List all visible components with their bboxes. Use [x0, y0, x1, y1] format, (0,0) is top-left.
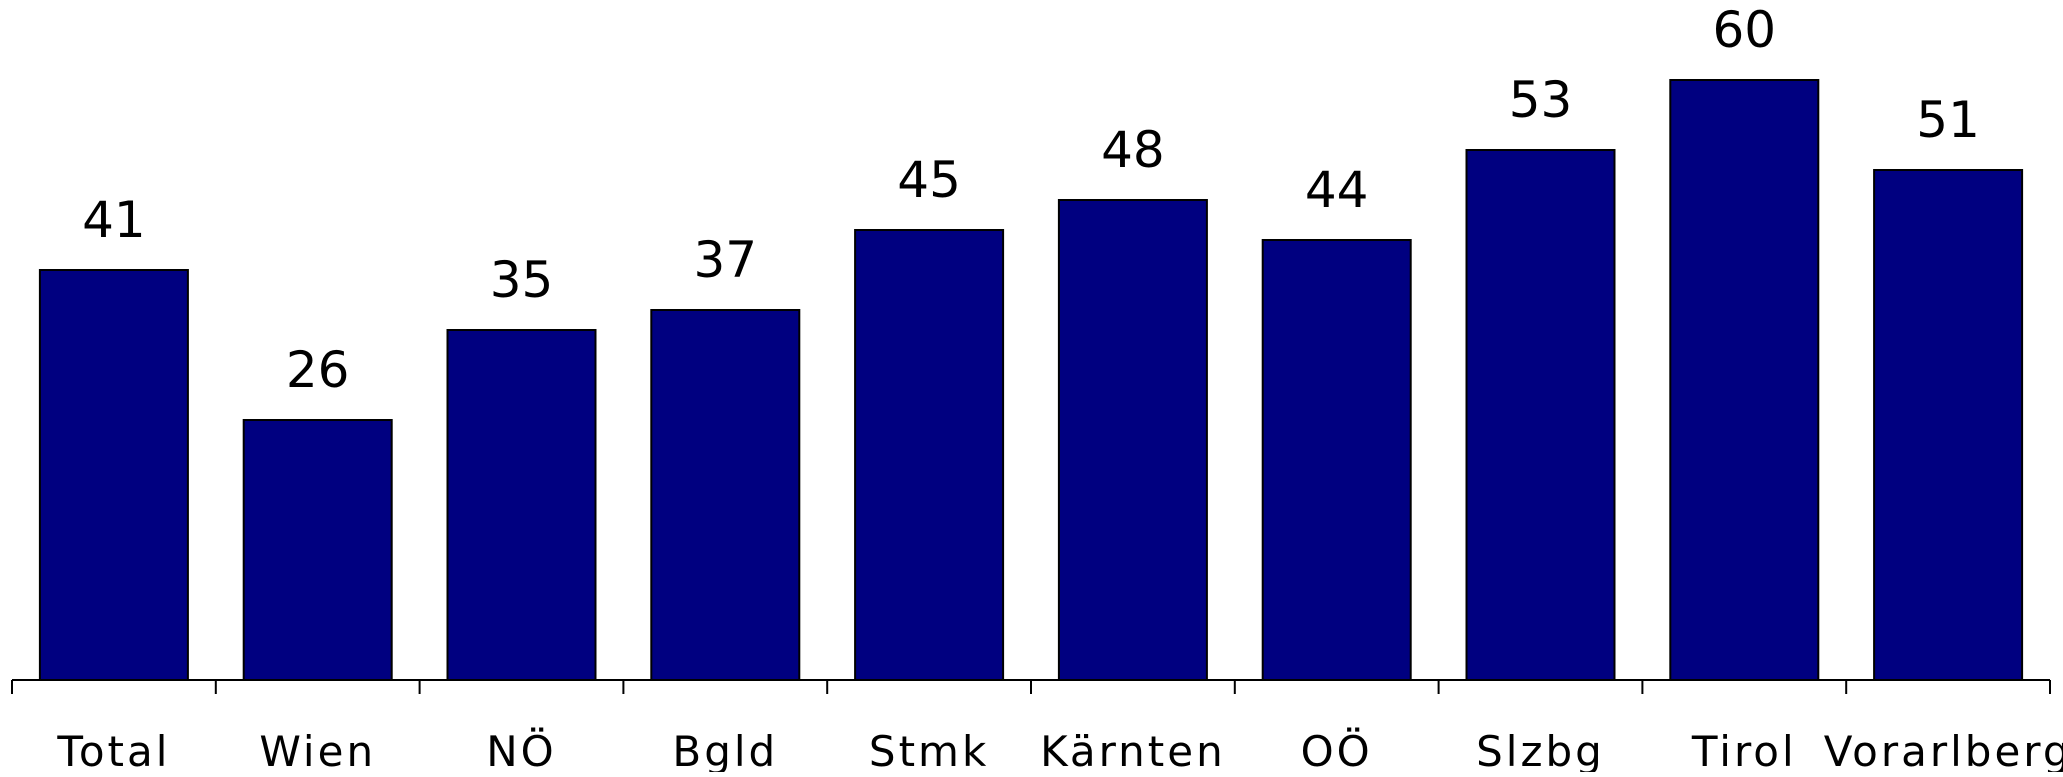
bars-layer [38, 79, 2024, 681]
bar-bgld [650, 309, 801, 681]
data-label: 51 [1916, 91, 1980, 149]
data-label: 48 [1101, 121, 1165, 179]
bar-nö [446, 329, 597, 681]
x-tick-label: Kärnten [1040, 727, 1226, 772]
data-label: 45 [897, 151, 961, 209]
bar-tirol [1669, 79, 1820, 681]
data-label: 26 [286, 341, 350, 399]
x-tick-label: NÖ [486, 726, 556, 772]
data-labels-layer: 41 26 35 37 45 48 44 53 60 51 [82, 1, 1980, 399]
x-tick-label: Bgld [672, 727, 778, 772]
bar-total [38, 269, 189, 681]
data-label: 53 [1509, 71, 1573, 129]
x-tick-label: OÖ [1301, 726, 1373, 772]
x-tick-label: Total [56, 727, 170, 772]
x-tick-label: Tirol [1691, 727, 1797, 772]
bar-stmk [854, 229, 1005, 681]
data-label: 37 [693, 231, 757, 289]
x-tick-labels-layer: Total Wien NÖ Bgld Stmk Kärnten OÖ Slzbg Tirol Vo… [56, 726, 2063, 776]
data-label: 60 [1712, 1, 1776, 59]
bar-vorarlberg [1873, 169, 2024, 681]
data-label: 35 [490, 251, 554, 309]
bar-wien [242, 419, 393, 681]
x-tick-label: Wien [259, 727, 376, 772]
x-tick-label: Vorarlberg [1824, 727, 2063, 772]
bar-kärnten [1057, 199, 1208, 681]
x-tick-label: Stmk [869, 727, 989, 772]
data-label: 44 [1305, 161, 1369, 219]
bar-slzbg [1465, 149, 1616, 681]
x-tick-label: Slzbg [1476, 727, 1605, 772]
data-label: 41 [82, 191, 146, 249]
x-axis [11, 679, 2051, 694]
bar-oö [1261, 239, 1412, 681]
